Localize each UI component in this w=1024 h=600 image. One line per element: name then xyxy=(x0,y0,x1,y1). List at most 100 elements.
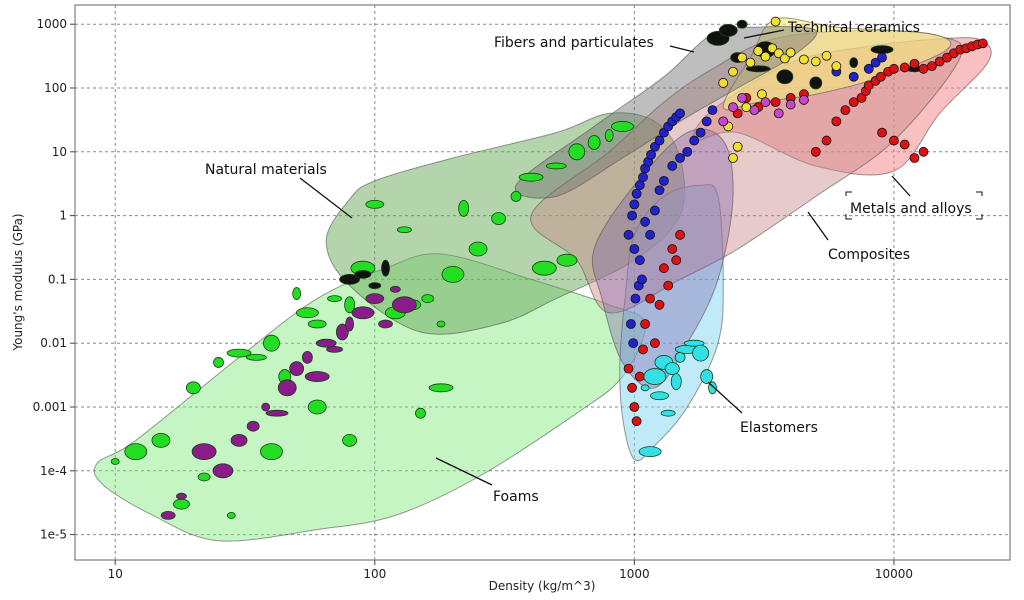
data-point xyxy=(327,295,342,303)
data-point xyxy=(378,319,393,329)
data-point xyxy=(670,373,682,391)
data-point xyxy=(659,263,669,274)
data-point xyxy=(381,259,390,277)
data-point xyxy=(701,116,712,127)
annotation-label: Metals and alloys xyxy=(850,201,972,217)
data-point xyxy=(870,45,894,54)
data-point xyxy=(899,139,910,150)
data-point xyxy=(650,338,660,349)
data-point xyxy=(654,135,665,146)
data-point xyxy=(760,51,771,62)
data-point xyxy=(491,212,507,225)
data-point xyxy=(689,135,700,146)
data-point xyxy=(630,293,641,304)
data-point xyxy=(261,402,271,412)
data-point xyxy=(773,108,784,119)
data-point xyxy=(741,102,752,113)
data-point xyxy=(265,409,289,417)
data-point xyxy=(700,369,714,384)
data-point xyxy=(667,161,678,171)
data-point xyxy=(556,253,578,267)
data-point xyxy=(848,97,859,108)
data-point xyxy=(640,384,650,392)
data-point xyxy=(637,274,647,285)
data-point xyxy=(468,241,488,257)
data-point xyxy=(212,463,234,479)
annotation-leader-line xyxy=(299,177,353,219)
data-point xyxy=(863,63,874,74)
data-point xyxy=(785,99,796,110)
data-point xyxy=(441,265,465,283)
data-point xyxy=(745,57,756,68)
data-point xyxy=(307,319,327,329)
data-point xyxy=(799,95,809,105)
data-point xyxy=(779,53,790,64)
annotation-leader-line xyxy=(891,175,911,197)
data-point xyxy=(760,97,771,108)
data-point xyxy=(629,402,640,412)
data-point xyxy=(295,307,319,319)
data-point xyxy=(629,244,640,254)
data-point xyxy=(674,351,686,363)
annotation-bracket xyxy=(845,191,983,220)
annotation-leaders xyxy=(299,29,911,486)
data-points xyxy=(110,16,988,520)
data-point xyxy=(627,210,637,221)
data-point xyxy=(918,63,929,74)
data-point xyxy=(368,282,382,289)
y-tick-label: 10 xyxy=(52,145,67,159)
data-point xyxy=(292,287,302,300)
data-point xyxy=(810,56,821,67)
data-point xyxy=(342,433,358,447)
annotation-leader-line xyxy=(707,381,743,414)
x-tick-label: 1000 xyxy=(619,567,650,581)
data-point xyxy=(191,443,217,461)
data-point xyxy=(849,57,859,69)
data-point xyxy=(654,185,665,196)
data-point xyxy=(810,146,821,157)
data-point xyxy=(977,38,988,49)
annotation-label: Natural materials xyxy=(205,162,327,178)
data-point xyxy=(339,274,361,285)
data-point xyxy=(654,299,665,310)
data-point xyxy=(821,135,832,146)
annotation-label: Fibers and particulates xyxy=(494,35,654,51)
envelope-fibers-and-particulates xyxy=(514,26,818,199)
data-point xyxy=(728,66,738,77)
data-point xyxy=(848,71,859,82)
data-point xyxy=(568,143,586,161)
data-point xyxy=(226,512,236,519)
data-point xyxy=(875,71,886,82)
data-point xyxy=(889,63,899,74)
data-point xyxy=(646,149,656,160)
data-point xyxy=(809,76,823,90)
data-point xyxy=(799,54,809,65)
data-point xyxy=(176,492,187,500)
y-tick-label: 0.001 xyxy=(33,400,67,414)
data-point xyxy=(863,80,874,91)
data-point xyxy=(749,105,760,116)
data-point xyxy=(629,199,640,210)
data-point xyxy=(545,162,567,170)
data-point xyxy=(638,446,662,458)
y-tick-label: 100 xyxy=(44,81,67,95)
data-point xyxy=(926,61,937,72)
data-point xyxy=(604,129,614,142)
data-point xyxy=(640,319,651,329)
y-tick-label: 1000 xyxy=(36,17,67,31)
data-point xyxy=(213,357,224,368)
data-point xyxy=(301,350,313,364)
data-point xyxy=(770,16,781,27)
data-point xyxy=(660,409,676,417)
data-point xyxy=(663,280,674,291)
data-point xyxy=(173,498,190,510)
data-point xyxy=(821,50,832,61)
data-point xyxy=(640,216,651,227)
data-point xyxy=(631,416,642,427)
data-point xyxy=(365,293,385,305)
data-point xyxy=(757,89,767,100)
data-point xyxy=(718,23,738,37)
data-point xyxy=(345,316,355,332)
data-point xyxy=(335,323,349,341)
